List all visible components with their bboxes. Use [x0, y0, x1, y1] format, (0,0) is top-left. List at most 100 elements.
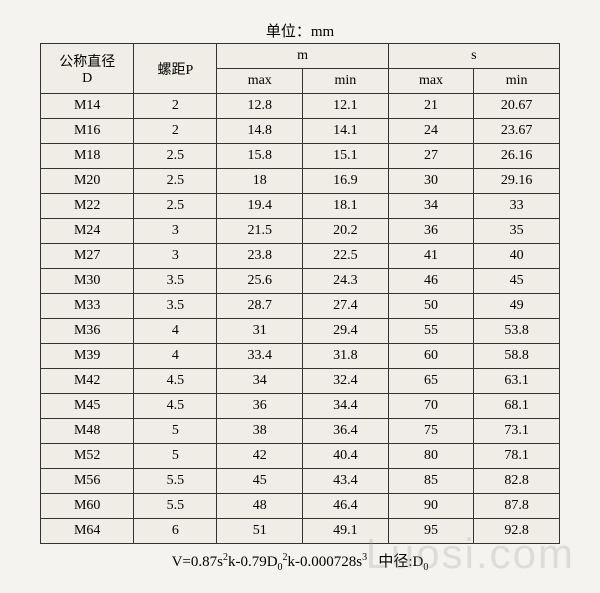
formula-p1: V=0.87s: [172, 554, 223, 570]
cell-smax: 55: [388, 319, 474, 344]
cell-p: 5: [134, 419, 217, 444]
table-row: M24321.520.23635: [41, 219, 560, 244]
table-row: M303.525.624.34645: [41, 269, 560, 294]
cell-d: M27: [41, 244, 134, 269]
cell-smin: 58.8: [474, 344, 560, 369]
formula-sub1: 0: [278, 562, 283, 573]
cell-p: 3: [134, 219, 217, 244]
cell-d: M45: [41, 394, 134, 419]
cell-smax: 85: [388, 469, 474, 494]
cell-smin: 92.8: [474, 519, 560, 544]
header-d-line2: D: [82, 71, 92, 86]
table-row: M605.54846.49087.8: [41, 494, 560, 519]
table-row: M3643129.45553.8: [41, 319, 560, 344]
cell-d: M52: [41, 444, 134, 469]
cell-smax: 30: [388, 169, 474, 194]
formula-line: V=0.87s2k-0.79D02k-0.000728s3 中径:D0: [40, 550, 560, 573]
cell-mmin: 34.4: [303, 394, 389, 419]
cell-smin: 35: [474, 219, 560, 244]
cell-smin: 87.8: [474, 494, 560, 519]
table-row: M202.51816.93029.16: [41, 169, 560, 194]
cell-mmax: 34: [217, 369, 303, 394]
cell-d: M22: [41, 194, 134, 219]
cell-mmin: 49.1: [303, 519, 389, 544]
table-row: M5254240.48078.1: [41, 444, 560, 469]
cell-smin: 29.16: [474, 169, 560, 194]
cell-p: 4: [134, 319, 217, 344]
cell-smax: 70: [388, 394, 474, 419]
cell-p: 3: [134, 244, 217, 269]
cell-mmin: 14.1: [303, 119, 389, 144]
cell-smax: 75: [388, 419, 474, 444]
cell-p: 3.5: [134, 269, 217, 294]
cell-p: 4.5: [134, 394, 217, 419]
cell-mmin: 43.4: [303, 469, 389, 494]
cell-smin: 63.1: [474, 369, 560, 394]
cell-mmin: 46.4: [303, 494, 389, 519]
cell-smax: 27: [388, 144, 474, 169]
cell-p: 6: [134, 519, 217, 544]
cell-mmax: 28.7: [217, 294, 303, 319]
cell-smax: 95: [388, 519, 474, 544]
cell-p: 5.5: [134, 469, 217, 494]
cell-d: M64: [41, 519, 134, 544]
cell-smax: 36: [388, 219, 474, 244]
cell-smax: 41: [388, 244, 474, 269]
cell-p: 2: [134, 94, 217, 119]
cell-smin: 73.1: [474, 419, 560, 444]
cell-d: M39: [41, 344, 134, 369]
table-row: M27323.822.54140: [41, 244, 560, 269]
table-row: M39433.431.86058.8: [41, 344, 560, 369]
cell-mmin: 40.4: [303, 444, 389, 469]
cell-mmax: 51: [217, 519, 303, 544]
cell-d: M36: [41, 319, 134, 344]
header-s: s: [388, 44, 559, 69]
cell-mmin: 15.1: [303, 144, 389, 169]
cell-d: M48: [41, 419, 134, 444]
cell-p: 4: [134, 344, 217, 369]
formula-sub2: 0: [423, 562, 428, 573]
table-row: M182.515.815.12726.16: [41, 144, 560, 169]
formula-p2: k-0.79D: [228, 554, 278, 570]
cell-smax: 60: [388, 344, 474, 369]
cell-p: 2.5: [134, 144, 217, 169]
cell-smin: 53.8: [474, 319, 560, 344]
table-row: M222.519.418.13433: [41, 194, 560, 219]
spec-table: 公称直径 D 螺距P m s max min max min M14212.81…: [40, 43, 560, 544]
cell-smax: 50: [388, 294, 474, 319]
cell-mmax: 25.6: [217, 269, 303, 294]
cell-p: 5: [134, 444, 217, 469]
cell-mmax: 12.8: [217, 94, 303, 119]
table-body: M14212.812.12120.67M16214.814.12423.67M1…: [41, 94, 560, 544]
header-m: m: [217, 44, 388, 69]
cell-smin: 20.67: [474, 94, 560, 119]
cell-mmin: 24.3: [303, 269, 389, 294]
table-row: M16214.814.12423.67: [41, 119, 560, 144]
cell-p: 2.5: [134, 169, 217, 194]
table-row: M333.528.727.45049: [41, 294, 560, 319]
cell-d: M56: [41, 469, 134, 494]
cell-mmax: 14.8: [217, 119, 303, 144]
table-row: M4853836.47573.1: [41, 419, 560, 444]
cell-smax: 21: [388, 94, 474, 119]
header-s-min: min: [474, 69, 560, 94]
cell-p: 4.5: [134, 369, 217, 394]
unit-label: 单位：mm: [40, 20, 560, 41]
cell-smin: 49: [474, 294, 560, 319]
cell-p: 5.5: [134, 494, 217, 519]
cell-d: M33: [41, 294, 134, 319]
cell-mmin: 20.2: [303, 219, 389, 244]
cell-mmin: 27.4: [303, 294, 389, 319]
header-pitch: 螺距P: [134, 44, 217, 94]
cell-mmax: 15.8: [217, 144, 303, 169]
cell-smin: 78.1: [474, 444, 560, 469]
cell-mmax: 33.4: [217, 344, 303, 369]
formula-p4: 中径:D: [378, 554, 423, 570]
cell-smin: 40: [474, 244, 560, 269]
header-m-min: min: [303, 69, 389, 94]
cell-mmin: 36.4: [303, 419, 389, 444]
table-row: M565.54543.48582.8: [41, 469, 560, 494]
cell-mmax: 21.5: [217, 219, 303, 244]
cell-mmax: 31: [217, 319, 303, 344]
cell-d: M18: [41, 144, 134, 169]
